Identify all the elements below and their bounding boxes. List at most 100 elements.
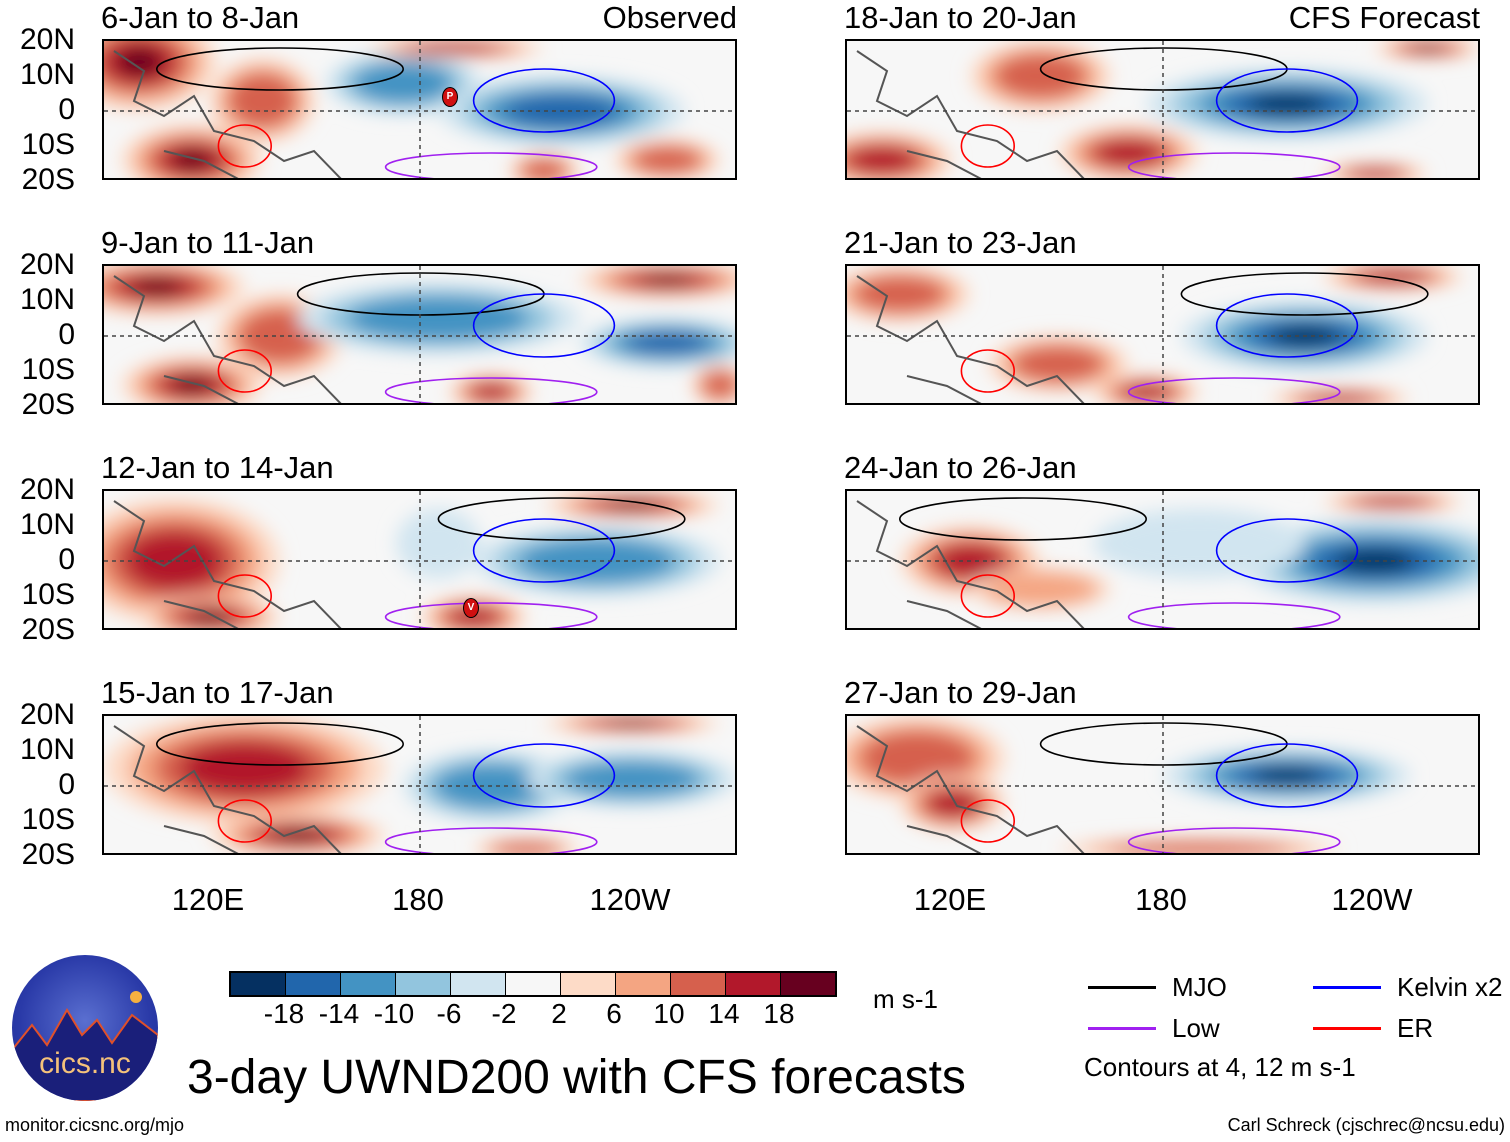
colorbar-label: -2 bbox=[491, 998, 517, 1029]
panel-title: 24-Jan to 26-Jan bbox=[844, 450, 1077, 485]
colorbar-swatch bbox=[231, 973, 286, 995]
logo-text: cics.nc bbox=[39, 1047, 131, 1080]
lat-label: 10N bbox=[19, 733, 75, 766]
contour-line bbox=[960, 124, 1016, 168]
credit: Carl Schreck (cjschrec@ncsu.edu) bbox=[1227, 1115, 1505, 1135]
legend-line bbox=[1088, 986, 1156, 989]
map-panel bbox=[845, 39, 1480, 180]
contour-line bbox=[1215, 518, 1359, 583]
colorbar-label: 10 bbox=[653, 998, 685, 1029]
column-label: CFS Forecast bbox=[1288, 0, 1480, 35]
legend-label: ER bbox=[1397, 1013, 1434, 1043]
contour-line bbox=[217, 124, 273, 168]
wind-anomaly-shade bbox=[172, 150, 212, 170]
coastline bbox=[856, 50, 1085, 178]
wind-anomaly-shade bbox=[180, 742, 310, 795]
storm-marker-icon: V bbox=[463, 598, 479, 618]
lat-label: 20N bbox=[19, 473, 75, 506]
colorbar-swatch bbox=[341, 973, 396, 995]
wind-anomaly-shade bbox=[1096, 140, 1161, 166]
storm-marker-icon: P bbox=[442, 87, 458, 107]
lat-label: 10N bbox=[19, 508, 75, 541]
coastline bbox=[113, 50, 342, 178]
panel-title: 18-Jan to 20-Jan bbox=[844, 0, 1077, 35]
coastline bbox=[113, 275, 342, 403]
mountain-icon bbox=[12, 991, 158, 1101]
contour-line bbox=[437, 497, 686, 541]
lat-label: 0 bbox=[58, 93, 75, 126]
source-url[interactable]: monitor.cicsnc.org/mjo bbox=[5, 1115, 185, 1135]
colorbar-swatch bbox=[286, 973, 341, 995]
wind-anomaly-shade bbox=[626, 331, 708, 355]
legend-line bbox=[1313, 986, 1381, 989]
contour-line bbox=[899, 497, 1147, 541]
contour-line bbox=[472, 293, 616, 358]
wind-anomaly-shade bbox=[492, 842, 561, 853]
legend-line bbox=[1088, 1027, 1156, 1030]
wind-anomaly-shade bbox=[982, 571, 1099, 607]
contour-line bbox=[1127, 152, 1341, 178]
wind-anomaly-shade bbox=[228, 73, 297, 128]
lat-label: 20N bbox=[19, 248, 75, 281]
map-panel bbox=[102, 39, 737, 180]
contour-line bbox=[1127, 377, 1341, 403]
contour-line bbox=[384, 377, 598, 403]
wind-anomaly-shade bbox=[132, 279, 182, 295]
wind-anomaly-shade bbox=[701, 371, 735, 399]
contour-line bbox=[472, 68, 616, 133]
map-panel bbox=[845, 264, 1480, 405]
colorbar-swatch bbox=[671, 973, 726, 995]
wind-anomaly-shade bbox=[1350, 169, 1400, 178]
wind-anomaly-shade bbox=[1252, 767, 1322, 784]
contour-line bbox=[960, 574, 1016, 618]
colorbar-label: 18 bbox=[763, 998, 795, 1029]
colorbar-label: -18 bbox=[263, 998, 305, 1029]
coastline bbox=[856, 275, 1085, 403]
wind-anomaly-shade bbox=[348, 296, 529, 341]
coastline bbox=[856, 725, 1085, 853]
wind-anomaly-shade bbox=[415, 43, 497, 53]
lat-label: 20S bbox=[21, 388, 75, 421]
colorbar-label: -10 bbox=[373, 998, 415, 1029]
wind-anomaly-shade bbox=[995, 53, 1086, 99]
wind-anomaly-shade bbox=[564, 761, 700, 797]
legend-label: Low bbox=[1172, 1013, 1220, 1043]
contour-line bbox=[156, 47, 404, 91]
wind-anomaly-shade bbox=[1247, 94, 1327, 114]
lat-label: 20S bbox=[21, 613, 75, 646]
wind-anomaly-shade bbox=[117, 48, 161, 76]
wind-anomaly-shade bbox=[1013, 346, 1104, 382]
colorbar-swatch bbox=[396, 973, 451, 995]
legend-line bbox=[1313, 1027, 1381, 1030]
lon-label: 120E bbox=[171, 882, 245, 917]
colorbar-label: 6 bbox=[606, 998, 622, 1029]
panel-title: 15-Jan to 17-Jan bbox=[101, 675, 334, 710]
colorbar-label: 14 bbox=[708, 998, 740, 1029]
coastline bbox=[113, 725, 342, 853]
panel-title: 27-Jan to 29-Jan bbox=[844, 675, 1077, 710]
wind-anomaly-shade bbox=[272, 829, 323, 841]
legend-label: MJO bbox=[1172, 972, 1227, 1002]
legend-label: Kelvin x2 bbox=[1397, 972, 1503, 1002]
panel-title: 9-Jan to 11-Jan bbox=[101, 225, 315, 260]
lon-label: 180 bbox=[392, 882, 444, 917]
colorbar-swatch bbox=[506, 973, 561, 995]
lat-label: 0 bbox=[58, 768, 75, 801]
contour-line bbox=[960, 799, 1016, 843]
colorbar-label: 2 bbox=[551, 998, 567, 1029]
contour-line bbox=[472, 518, 616, 583]
colorbar-swatch bbox=[616, 973, 671, 995]
cics-logo: cics.nc bbox=[12, 955, 158, 1101]
map-panel bbox=[845, 489, 1480, 630]
map-panel bbox=[845, 714, 1480, 855]
map-panel bbox=[102, 489, 737, 630]
contour-line bbox=[384, 152, 598, 178]
wind-anomaly-shade bbox=[854, 276, 945, 312]
map-panel bbox=[102, 264, 737, 405]
contour-line bbox=[472, 743, 616, 808]
contour-line bbox=[217, 349, 273, 393]
coastline bbox=[856, 500, 1085, 628]
wind-anomaly-shade bbox=[861, 731, 974, 785]
lat-label: 10N bbox=[19, 58, 75, 91]
